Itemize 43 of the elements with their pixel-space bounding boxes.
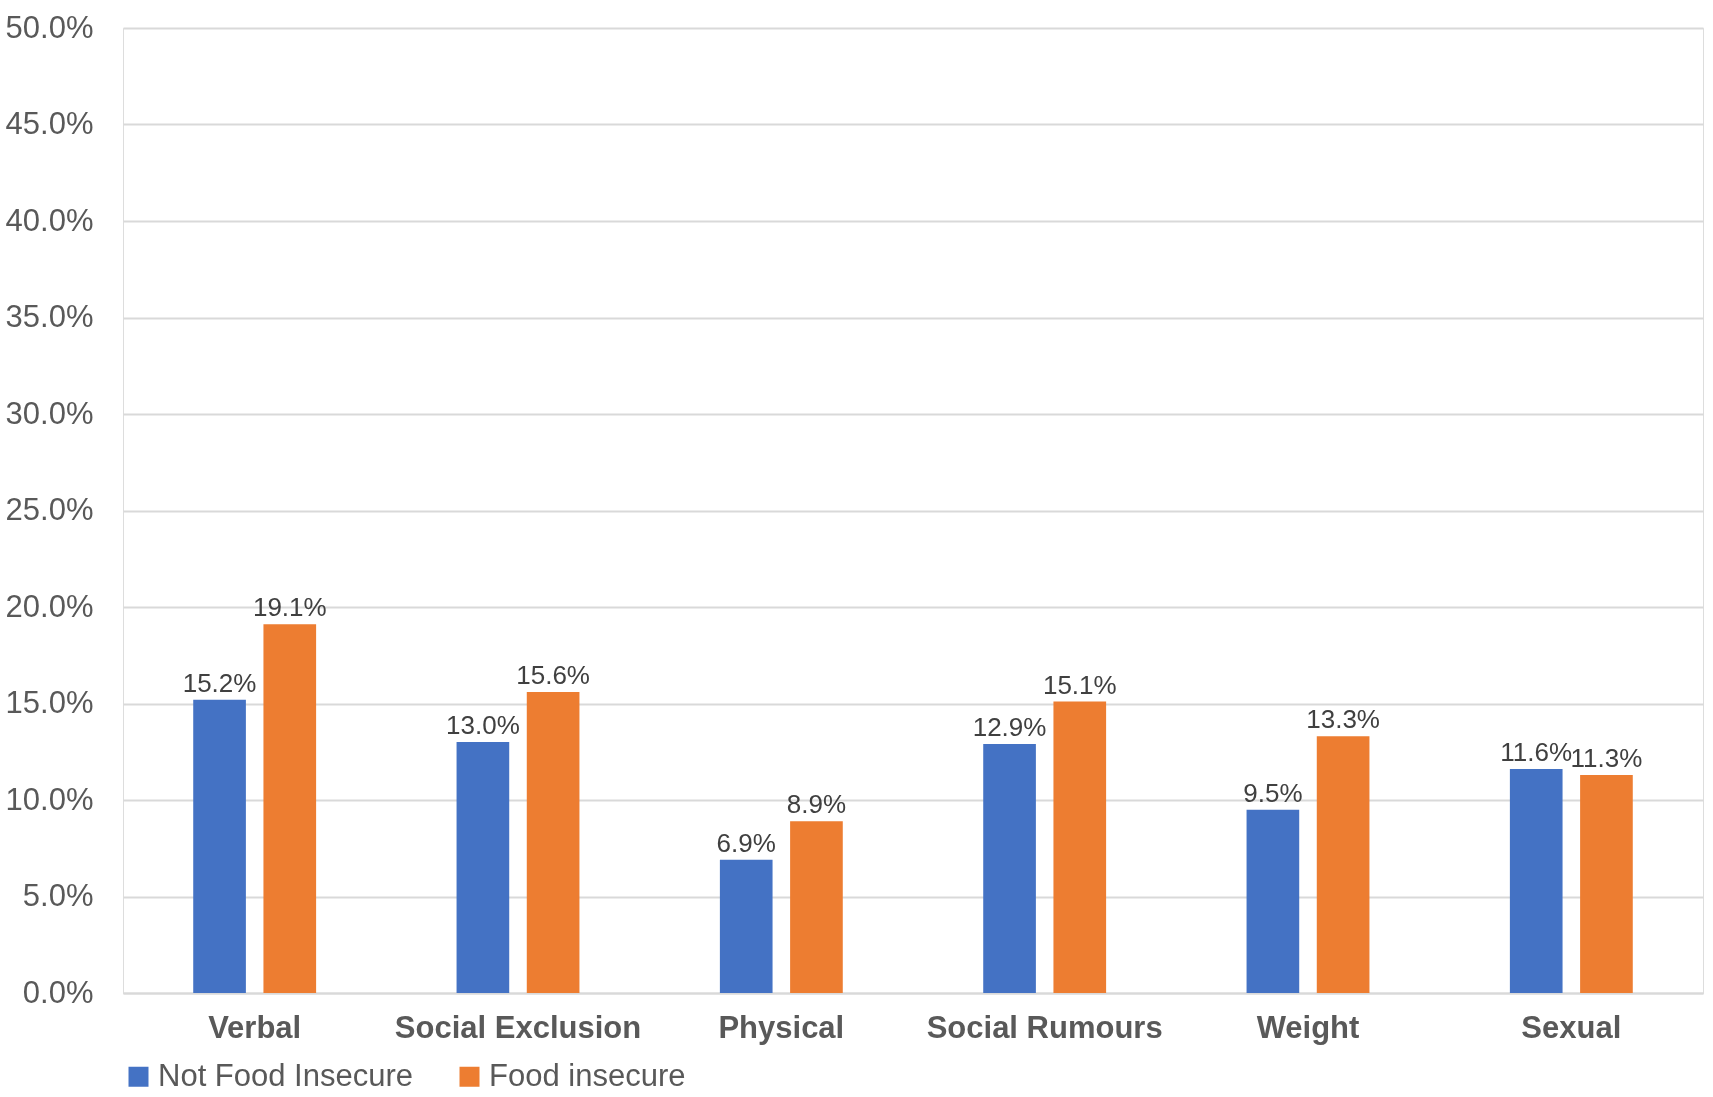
bar — [719, 859, 773, 993]
legend-label: Not Food Insecure — [158, 1057, 414, 1093]
y-tick-label: 10.0% — [5, 781, 94, 817]
y-tick-label: 40.0% — [5, 202, 94, 238]
bar — [1246, 809, 1300, 993]
bar — [1509, 769, 1563, 993]
y-tick-label: 50.0% — [5, 9, 94, 45]
x-tick-label: Social Rumours — [926, 1009, 1163, 1045]
x-tick-label: Social Exclusion — [394, 1009, 642, 1045]
bar — [263, 624, 317, 993]
y-tick-label: 20.0% — [5, 588, 94, 624]
data-label: 8.9% — [786, 789, 847, 820]
bar — [1316, 736, 1370, 993]
data-label: 6.9% — [716, 827, 776, 858]
x-tick-label: Weight — [1256, 1009, 1360, 1045]
bar — [456, 742, 510, 993]
x-tick-label: Verbal — [208, 1009, 302, 1045]
y-tick-label: 15.0% — [5, 685, 94, 720]
y-tick-label: 5.0% — [22, 878, 94, 913]
data-label: 15.1% — [1042, 669, 1117, 700]
bar — [526, 691, 580, 993]
y-tick-label: 35.0% — [5, 299, 94, 334]
data-label: 15.2% — [182, 667, 257, 698]
data-label: 9.5% — [1243, 777, 1303, 808]
data-label: 15.6% — [516, 659, 590, 690]
x-tick-label: Physical — [718, 1009, 845, 1045]
data-label: 12.9% — [972, 712, 1047, 743]
y-tick-label: 0.0% — [22, 974, 94, 1010]
y-tick-label: 45.0% — [5, 106, 94, 141]
data-label: 11.6% — [1500, 737, 1573, 768]
x-tick-label: Sexual — [1521, 1009, 1622, 1045]
legend-label: Food insecure — [489, 1057, 686, 1093]
data-label: 13.0% — [446, 710, 520, 741]
y-tick-label: 25.0% — [5, 492, 94, 527]
bar — [790, 821, 843, 993]
bar — [1580, 774, 1633, 993]
data-label: 11.3% — [1570, 742, 1643, 773]
bar — [983, 744, 1036, 993]
bar — [1053, 701, 1107, 993]
data-label: 13.3% — [1306, 704, 1380, 735]
data-label: 19.1% — [252, 592, 327, 623]
y-tick-label: 30.0% — [5, 395, 94, 431]
bar — [193, 699, 246, 993]
